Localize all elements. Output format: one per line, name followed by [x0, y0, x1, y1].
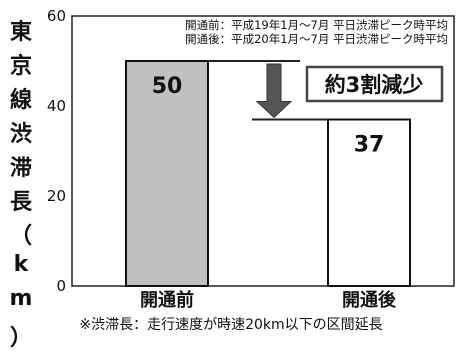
down-arrow-icon	[255, 63, 293, 119]
footnote: ※渋滞長：走行速度が時速20km以下の区間延長	[79, 317, 383, 333]
bar-1	[327, 118, 411, 287]
plot-frame	[71, 15, 455, 287]
x-category-label: 開通後	[342, 289, 397, 311]
y-ticks: 0 20 40 60	[47, 7, 66, 295]
legend-line-after: 開通後：平成20年1月～7月 平日渋滞ピーク時平均	[185, 32, 448, 46]
y-tick-label: 60	[47, 7, 66, 25]
y-axis-label-char: k	[13, 252, 29, 277]
y-axis-label-char: 長	[9, 190, 32, 215]
y-tick-label: 20	[47, 187, 66, 205]
y-tick-label: 0	[56, 277, 66, 295]
bar-value-label: 37	[354, 133, 385, 158]
y-axis-label-char: 滞	[9, 156, 32, 181]
x-category-label: 開通前	[140, 289, 194, 311]
bars: 50 37	[125, 60, 411, 287]
y-axis-label-char: m	[9, 286, 33, 311]
annotation-box	[305, 65, 444, 103]
chart: 0 20 40 60 50 37 開通前 開通後 開通前：平成19年1月～7月 平日渋滞ピ…	[47, 7, 455, 311]
y-tick-label: 40	[47, 97, 66, 115]
y-axis-label-char: （	[9, 224, 32, 249]
bar-value-label: 50	[152, 74, 183, 99]
y-axis-label-char: 線	[9, 88, 32, 113]
y-axis-label-char: 京	[9, 54, 32, 79]
legend-line-before: 開通前：平成19年1月～7月 平日渋滞ピーク時平均	[185, 18, 448, 32]
y-axis-label-char: 東	[9, 20, 32, 45]
bar-0	[125, 60, 209, 287]
x-labels: 開通前 開通後	[140, 289, 397, 311]
annotation-text: 約3割減少	[325, 73, 424, 97]
y-axis-label-char: 渋	[9, 122, 32, 147]
